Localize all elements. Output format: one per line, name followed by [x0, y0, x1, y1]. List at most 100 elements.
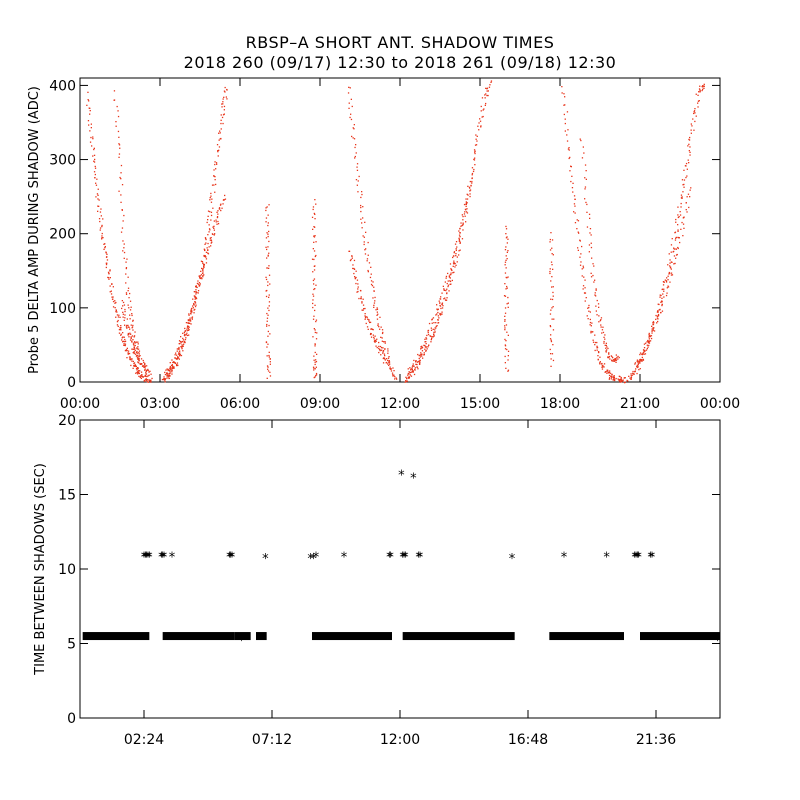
data-point	[507, 238, 509, 240]
data-point	[94, 167, 97, 169]
data-point	[481, 116, 483, 118]
data-point	[123, 251, 126, 254]
data-point	[421, 353, 423, 355]
data-point	[459, 236, 461, 238]
data-point	[394, 378, 396, 380]
data-point	[138, 372, 140, 375]
data-point	[634, 362, 637, 364]
data-point	[117, 110, 119, 112]
data-point	[121, 307, 123, 310]
data-point	[145, 372, 147, 374]
data-point	[164, 381, 166, 383]
data-point	[590, 325, 592, 327]
data-point	[663, 296, 665, 298]
data-point	[189, 317, 191, 319]
data-point	[209, 199, 211, 201]
data-point	[689, 146, 691, 148]
data-point	[362, 298, 364, 300]
data-point	[652, 329, 654, 332]
data-point	[190, 310, 192, 312]
data-point	[313, 226, 315, 228]
data-point	[674, 231, 677, 233]
data-point	[584, 279, 586, 281]
data-point	[128, 356, 131, 358]
data-point	[136, 347, 138, 349]
data-point	[111, 283, 113, 285]
data-point	[143, 379, 145, 382]
star-marker: *	[307, 552, 314, 567]
data-point	[380, 326, 382, 328]
data-point	[267, 343, 269, 345]
data-point	[431, 322, 433, 324]
data-point	[602, 326, 604, 328]
data-point	[373, 306, 375, 308]
data-point	[615, 357, 617, 360]
data-point	[419, 356, 422, 358]
data-point	[675, 257, 677, 259]
data-point	[445, 299, 448, 301]
data-point	[188, 314, 190, 316]
data-point	[133, 351, 135, 353]
data-point	[312, 208, 314, 211]
data-point	[312, 248, 314, 250]
star-marker: *	[631, 551, 638, 566]
data-point	[599, 356, 601, 358]
shadow-trace-15	[628, 83, 705, 380]
data-point	[130, 337, 132, 340]
data-point	[208, 246, 210, 248]
data-point	[675, 248, 677, 250]
data-point	[356, 163, 359, 165]
data-point	[169, 370, 171, 372]
data-point	[465, 202, 468, 204]
data-point	[383, 357, 385, 359]
data-point	[265, 237, 268, 239]
data-point	[603, 363, 606, 365]
data-point	[659, 294, 661, 296]
data-point	[405, 380, 407, 383]
data-point	[649, 335, 651, 338]
data-point	[224, 91, 226, 93]
data-point	[315, 203, 317, 205]
data-point	[550, 232, 552, 234]
data-point	[635, 368, 637, 370]
data-point	[463, 203, 466, 206]
data-point	[465, 211, 468, 213]
data-point	[176, 354, 178, 356]
data-point	[136, 373, 139, 375]
data-point	[414, 367, 416, 369]
data-point	[670, 244, 673, 246]
data-point	[167, 376, 169, 378]
data-point	[122, 340, 124, 342]
data-point	[507, 369, 510, 371]
data-point	[129, 314, 131, 316]
data-point	[663, 281, 665, 283]
data-point	[372, 297, 374, 299]
data-point	[608, 355, 610, 358]
data-point	[265, 246, 267, 248]
data-point	[463, 213, 466, 215]
data-point	[606, 349, 608, 351]
data-point	[205, 251, 208, 253]
data-point	[97, 210, 99, 212]
data-point	[137, 346, 139, 348]
star-marker: *	[226, 551, 233, 566]
data-point	[211, 241, 213, 243]
data-point	[199, 283, 201, 285]
data-point	[673, 248, 675, 250]
star-marker: *	[509, 552, 516, 567]
data-point	[376, 318, 379, 320]
data-point	[470, 184, 472, 187]
data-point	[603, 340, 605, 343]
data-point	[372, 281, 374, 283]
data-point	[639, 353, 641, 356]
data-point	[120, 325, 122, 327]
data-point	[144, 375, 146, 377]
data-point	[507, 306, 509, 308]
data-point	[221, 116, 224, 119]
data-point	[659, 296, 661, 298]
data-point	[266, 346, 268, 348]
data-point	[133, 346, 135, 348]
data-point	[632, 370, 634, 373]
data-point	[458, 254, 460, 256]
data-point	[313, 258, 315, 261]
